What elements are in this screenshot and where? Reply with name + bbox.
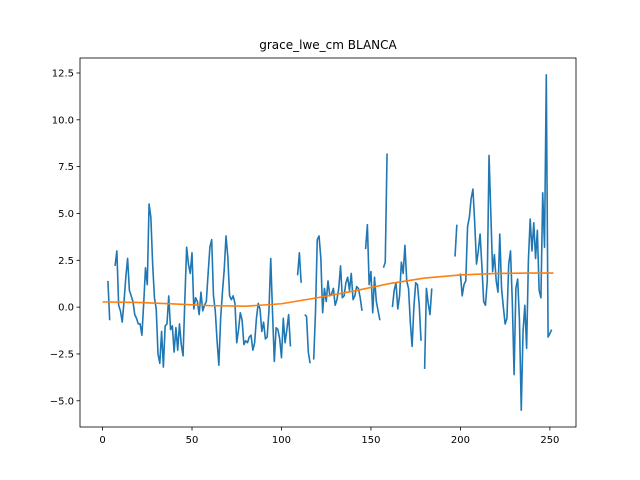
y-tick-label-6: 10.0	[52, 115, 74, 126]
x-axis: 0 50 100 150 200 250	[99, 427, 559, 446]
series-layer	[102, 74, 554, 411]
y-tick-label-3: 2.5	[58, 256, 74, 267]
y-tick-label-0: −5.0	[50, 396, 74, 407]
y-tick-label-4: 5.0	[58, 209, 74, 220]
plot-area	[79, 57, 577, 428]
y-axis: −5.0 −2.5 0.0 2.5 5.0 7.5 10.0 12.5	[50, 68, 80, 407]
series-0-line-segment-6	[382, 153, 388, 269]
x-tick-label-4: 200	[451, 435, 470, 446]
series-0-line-segment-10	[459, 74, 553, 411]
series-0-line-segment-8	[423, 287, 433, 369]
series-0-line-segment-2	[296, 252, 302, 283]
series-0-line-segment-3	[304, 314, 311, 364]
chart-title: grace_lwe_cm BLANCA	[259, 38, 397, 52]
y-tick-label-1: −2.5	[50, 349, 74, 360]
x-tick-label-0: 0	[99, 435, 105, 446]
series-0-line-segment-9	[454, 224, 458, 257]
x-tick-label-1: 50	[186, 435, 199, 446]
series-0-line-segment-1	[114, 203, 292, 368]
y-tick-label-7: 12.5	[52, 68, 74, 79]
axes-background	[80, 58, 576, 427]
x-tick-label-5: 250	[540, 435, 559, 446]
x-tick-label-3: 150	[361, 435, 380, 446]
axes-frame	[79, 57, 577, 428]
y-tick-label-2: 0.0	[58, 303, 74, 314]
x-tick-label-2: 100	[272, 435, 291, 446]
y-tick-label-5: 7.5	[58, 162, 74, 173]
series-0-line-segment-0	[107, 280, 111, 321]
series-1-line-segment-0	[102, 272, 554, 307]
series-0-line-segment-5	[364, 223, 381, 321]
